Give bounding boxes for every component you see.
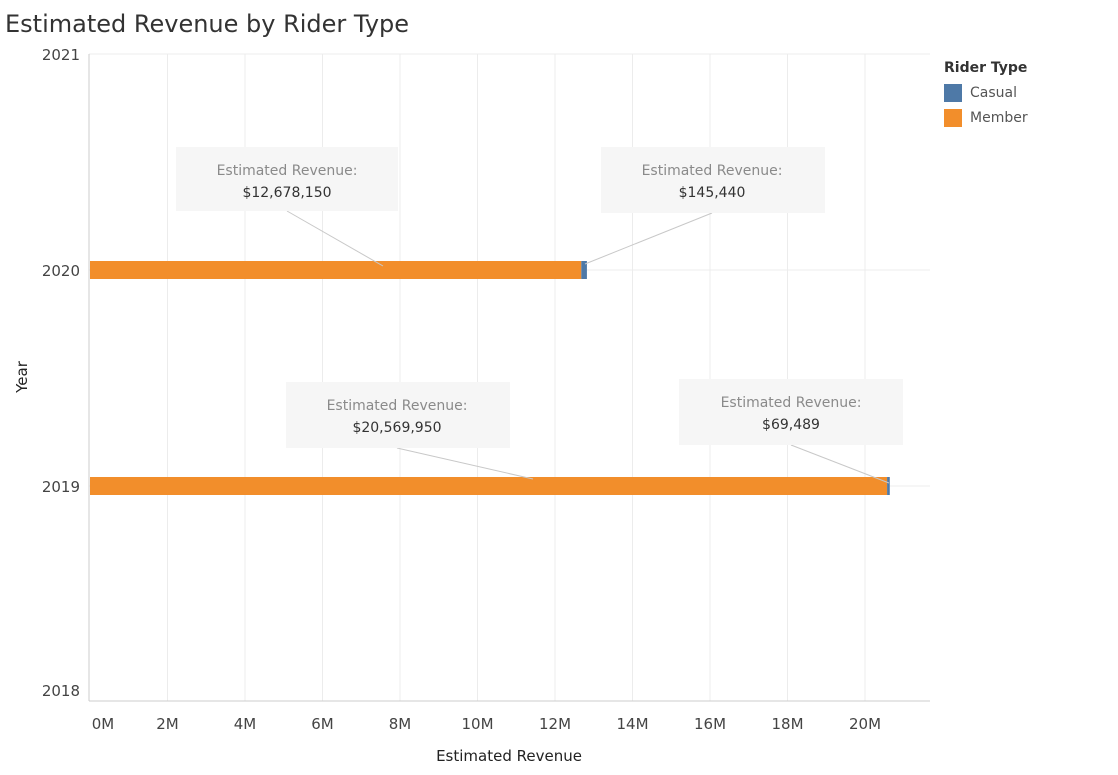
bar-casual-2019 — [887, 477, 890, 495]
annotation-value: $20,569,950 — [352, 420, 441, 436]
legend-label-casual: Casual — [970, 84, 1017, 101]
x-tick-label: 4M — [234, 715, 257, 733]
x-tick-label: 8M — [389, 715, 412, 733]
x-tick-label: 2M — [156, 715, 179, 733]
annotation-heading: Estimated Revenue: — [327, 398, 468, 414]
annotation-value: $145,440 — [679, 185, 746, 201]
legend-title: Rider Type — [944, 60, 1028, 76]
legend-swatch-casual — [944, 83, 962, 102]
x-tick-label: 20M — [849, 715, 881, 733]
annotation-leader — [790, 444, 890, 484]
y-tick-label: 2020 — [42, 262, 80, 280]
annotation-leader — [396, 447, 534, 480]
annotation-leader — [584, 212, 713, 265]
y-tick-label: 2019 — [42, 478, 80, 496]
annotation-box — [679, 379, 903, 445]
x-tick-label: 18M — [771, 715, 803, 733]
bar-member-2019 — [90, 477, 888, 495]
bar-member-2020 — [90, 261, 582, 279]
y-axis-title: Year — [13, 360, 31, 394]
legend: Rider Type Casual Member — [944, 60, 1028, 130]
legend-item-casual[interactable]: Casual — [944, 80, 1028, 105]
x-tick-label: 6M — [311, 715, 334, 733]
annotation-heading: Estimated Revenue: — [217, 163, 358, 179]
x-tick-label: 14M — [616, 715, 648, 733]
annotation-heading: Estimated Revenue: — [721, 395, 862, 411]
x-tick-label: 12M — [539, 715, 571, 733]
annotation-box — [286, 382, 510, 448]
annotation-heading: Estimated Revenue: — [642, 163, 783, 179]
annotation-value: $12,678,150 — [242, 185, 331, 201]
y-tick-label: 2021 — [42, 46, 80, 64]
x-axis-title: Estimated Revenue — [436, 747, 582, 765]
legend-item-member[interactable]: Member — [944, 105, 1028, 130]
x-tick-label: 16M — [694, 715, 726, 733]
annotation-box — [176, 147, 398, 211]
annotation-value: $69,489 — [762, 417, 820, 433]
bar-casual-2020 — [581, 261, 587, 279]
legend-swatch-member — [944, 108, 962, 127]
annotation-leader — [286, 210, 384, 267]
x-tick-label: 0M — [92, 715, 115, 733]
legend-label-member: Member — [970, 109, 1028, 126]
x-tick-label: 10M — [461, 715, 493, 733]
chart-title: Estimated Revenue by Rider Type — [5, 10, 410, 38]
annotation-box — [601, 147, 825, 213]
y-tick-label: 2018 — [42, 682, 80, 700]
